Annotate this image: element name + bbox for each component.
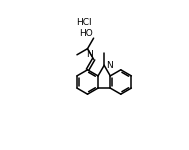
Text: HCl: HCl (76, 18, 92, 27)
Text: N: N (106, 61, 113, 70)
Text: N: N (86, 50, 93, 58)
Text: HO: HO (79, 29, 93, 38)
